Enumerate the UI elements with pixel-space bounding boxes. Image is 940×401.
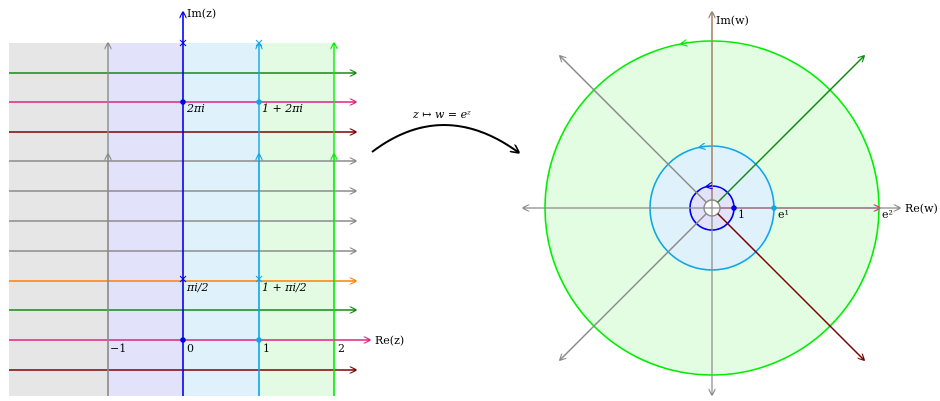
circle-arrow-blue: [706, 186, 712, 187]
ray-maroon: [717, 213, 864, 360]
im-z-axis-label: Im(z): [187, 7, 216, 20]
ray-gray-upper-left: [560, 56, 707, 203]
label-w-e2: e²: [882, 208, 893, 221]
point-2pi-i: [180, 99, 186, 105]
strip-re-below-minus1: [9, 43, 108, 396]
cross-marker: [255, 275, 263, 283]
z-plane: Im(z) Re(z) −1 0 1 2 2πi 1 + 2πi πi/2 1 …: [9, 7, 404, 396]
strip-re-1-to-2: [259, 43, 334, 396]
tick-label-0: 0: [187, 342, 194, 355]
point-1: [256, 337, 262, 343]
label-w-e1: e¹: [778, 208, 789, 221]
cross-markers: [179, 39, 263, 283]
cross-marker: [255, 39, 263, 47]
circle-arrow-green: [681, 43, 687, 44]
mapping-arrow: z ↦ w = eᶻ: [371, 108, 518, 152]
re-z-axis-label: Re(z): [375, 334, 404, 347]
ray-green: [717, 56, 864, 203]
im-w-axis-label: Im(w): [716, 14, 749, 27]
mapping-label: z ↦ w = eᶻ: [412, 108, 471, 121]
point-w-1: [731, 205, 737, 211]
tick-label-minus1: −1: [110, 342, 126, 355]
circle-orientation-arrows: [681, 43, 712, 187]
point-1-plus-2pi-i: [256, 99, 262, 105]
mapping-arc: [371, 124, 518, 152]
re-w-axis-label: Re(w): [905, 202, 938, 215]
point-w-e1: [771, 205, 777, 211]
vertical-lines: [108, 12, 334, 396]
strip-re-0-to-1: [183, 43, 259, 396]
label-w-1: 1: [738, 208, 745, 221]
label-pi-i-over-2: πi/2: [186, 281, 208, 294]
cross-marker: [179, 39, 187, 47]
tick-label-2: 2: [338, 342, 345, 355]
cross-marker: [179, 275, 187, 283]
w-plane: Im(w) Re(w) 1 e¹ e²: [523, 12, 938, 395]
label-1-plus-pi-i-over-2: 1 + πi/2: [262, 281, 307, 294]
label-2pi-i: 2πi: [186, 102, 205, 115]
label-1-plus-2pi-i: 1 + 2πi: [262, 102, 303, 115]
tick-label-1: 1: [263, 342, 270, 355]
circle-arrow-cyan: [699, 146, 705, 147]
point-0: [180, 337, 186, 343]
ray-gray-lower-left: [560, 213, 707, 360]
